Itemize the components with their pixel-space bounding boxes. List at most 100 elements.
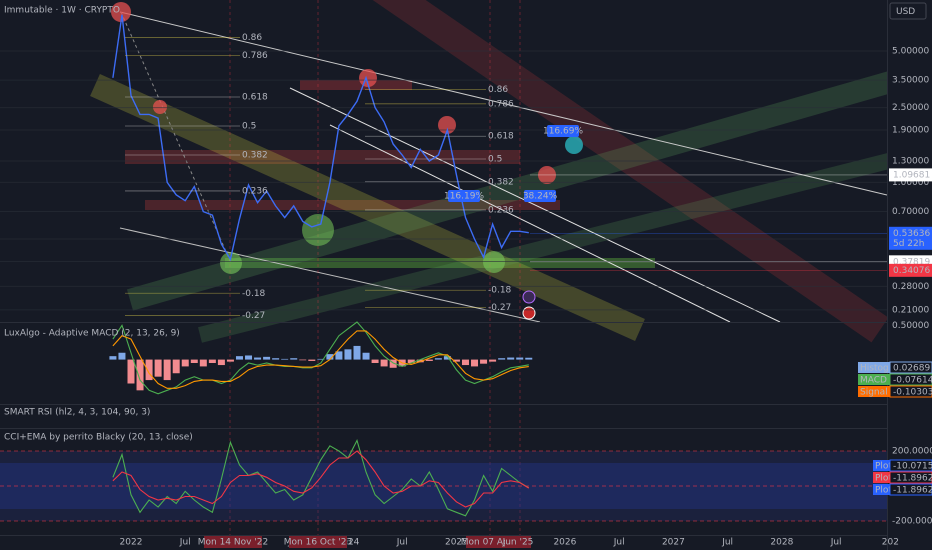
histogram-bar: [425, 359, 433, 361]
channel: [198, 142, 932, 343]
legend-value-box: [889, 483, 932, 496]
x-tick-label: 2022: [120, 538, 143, 548]
histogram-bar: [308, 359, 316, 361]
event-icon[interactable]: [522, 290, 536, 304]
histogram-bar: [254, 357, 262, 360]
trend-line: [119, 227, 541, 323]
histogram-bar: [480, 359, 488, 364]
y-tick-label: 0.28000: [892, 282, 929, 292]
marker-circle: [220, 252, 242, 274]
event-icon[interactable]: [522, 306, 536, 320]
histogram-bar: [172, 359, 180, 374]
price-label: 0.53636: [893, 229, 930, 239]
legend-value: -10.07155: [893, 462, 932, 472]
histogram-bar: [371, 359, 379, 363]
legend-swatch: [873, 460, 891, 471]
marker-circle: [302, 214, 334, 246]
histogram-bar: [136, 359, 144, 391]
histogram-bar: [154, 359, 162, 377]
legend-value-box: [889, 385, 932, 398]
series-line: [112, 330, 529, 389]
countdown: 5d 22h: [893, 239, 924, 249]
channel: [372, 0, 889, 343]
histogram-bar: [335, 351, 343, 360]
fib-label: 0.618: [488, 132, 514, 142]
histogram-bar: [109, 356, 117, 360]
fib-label: 0.618: [242, 92, 268, 102]
zone: [225, 258, 655, 268]
series-line: [112, 450, 530, 508]
series-line: [112, 439, 530, 517]
fib-label: 0.236: [488, 205, 514, 215]
histogram-bar: [226, 359, 234, 362]
fib-label: 0.5: [242, 122, 256, 132]
trend-line: [120, 11, 232, 264]
histogram-bar: [118, 352, 126, 360]
fib-label: -0.27: [242, 311, 265, 321]
trend-line: [289, 87, 781, 323]
marker-circle: [438, 116, 456, 134]
x-tick-label: Jul: [613, 538, 625, 548]
fib-label: 0.86: [488, 85, 508, 95]
currency[interactable]: USD: [896, 7, 915, 17]
annotation: 38.24%: [523, 192, 558, 202]
x-tick-label: 202: [882, 538, 899, 548]
legend-value: 0.02689: [893, 364, 930, 374]
date-marker: Mon 07 Apr '25: [461, 538, 530, 548]
marker-circle: [153, 100, 167, 114]
drawings: [90, 0, 932, 535]
histogram-bar: [362, 352, 370, 360]
currency-button[interactable]: [889, 2, 927, 20]
fib-label: 0.5: [488, 155, 502, 165]
fib-label: -0.27: [488, 303, 511, 313]
price-label: 0.37819: [893, 257, 930, 267]
annotation: 116.69%: [543, 127, 583, 137]
fib-label: 0.382: [242, 151, 268, 161]
annotation: 116.19%: [444, 192, 484, 202]
y-tick-label: 5.00000: [892, 47, 929, 57]
legend-swatch: [858, 386, 890, 397]
fib-label: 0.382: [488, 177, 514, 187]
annotation-box: [448, 190, 480, 202]
legend-swatch: [858, 362, 890, 373]
pane-title: LuxAlgo - Adaptive MACD (2, 13, 26, 9): [4, 329, 180, 339]
price-label-box: [889, 226, 932, 250]
x-tick-label: 2024: [337, 538, 360, 548]
series-line: [112, 14, 529, 262]
histogram-bar: [272, 358, 280, 360]
series-line: [112, 321, 529, 395]
histogram-bar: [344, 349, 352, 360]
histogram-bar: [317, 358, 325, 360]
pane-title: SMART RSI (hl2, 4, 3, 104, 90, 3): [4, 408, 150, 418]
x-tick-label: Jul: [396, 538, 408, 548]
x-tick-label: 2026: [553, 538, 576, 548]
legend-value-box: [889, 471, 932, 484]
y-tick-label: 1.30000: [892, 157, 929, 167]
fib-label: 0.86: [242, 33, 262, 43]
histogram-bar: [290, 358, 298, 360]
x-tick-label: Jul: [179, 538, 191, 548]
histogram-bar: [127, 359, 135, 384]
histogram-bar: [434, 358, 442, 360]
x-tick-label: 2027: [662, 538, 685, 548]
legend-value-box: [889, 361, 932, 374]
histogram-bar: [281, 358, 289, 360]
annotation-box: [524, 190, 556, 202]
marker-circle: [565, 136, 583, 154]
histogram-bar: [489, 359, 497, 362]
histogram-bar: [498, 358, 506, 360]
y-tick-label: 0.21000: [892, 305, 929, 315]
histogram-bar: [389, 359, 397, 368]
price-label-box: [889, 263, 932, 277]
zone: [125, 150, 520, 164]
y-tick-label: 1.00000: [892, 178, 929, 188]
histogram-bar: [380, 359, 388, 367]
histogram-bar: [326, 354, 334, 360]
fib-label: 0.786: [242, 51, 268, 61]
y-tick-label: 0.70000: [892, 207, 929, 217]
legend-name: Plot: [875, 486, 892, 496]
